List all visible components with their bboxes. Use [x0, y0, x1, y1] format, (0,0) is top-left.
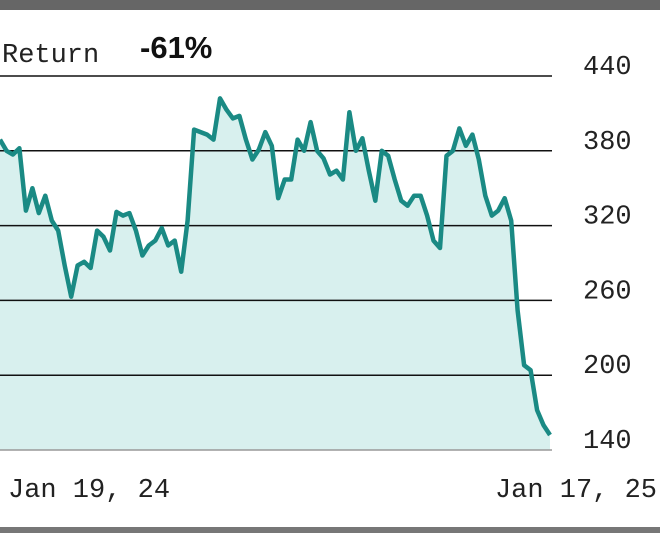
y-tick-label: 320: [583, 203, 632, 233]
y-tick-label: 440: [583, 53, 632, 83]
area: [0, 98, 550, 451]
bottom-border: [0, 527, 660, 533]
top-border: [0, 0, 660, 10]
price-line: [0, 96, 552, 437]
y-tick-label: 140: [583, 427, 632, 457]
y-tick-label: 200: [583, 352, 632, 382]
return-value: -61%: [140, 30, 212, 65]
chart-title: Return: [2, 41, 99, 71]
x-tick-label: Jan 17, 25: [495, 476, 657, 506]
y-tick-label: 380: [583, 128, 632, 158]
x-tick-label: Jan 19, 24: [8, 476, 170, 506]
y-tick-label: 260: [583, 277, 632, 307]
plot: 140 200 260 320 380 440 Jan 19, 24 Jan 17, 25: [0, 53, 657, 506]
